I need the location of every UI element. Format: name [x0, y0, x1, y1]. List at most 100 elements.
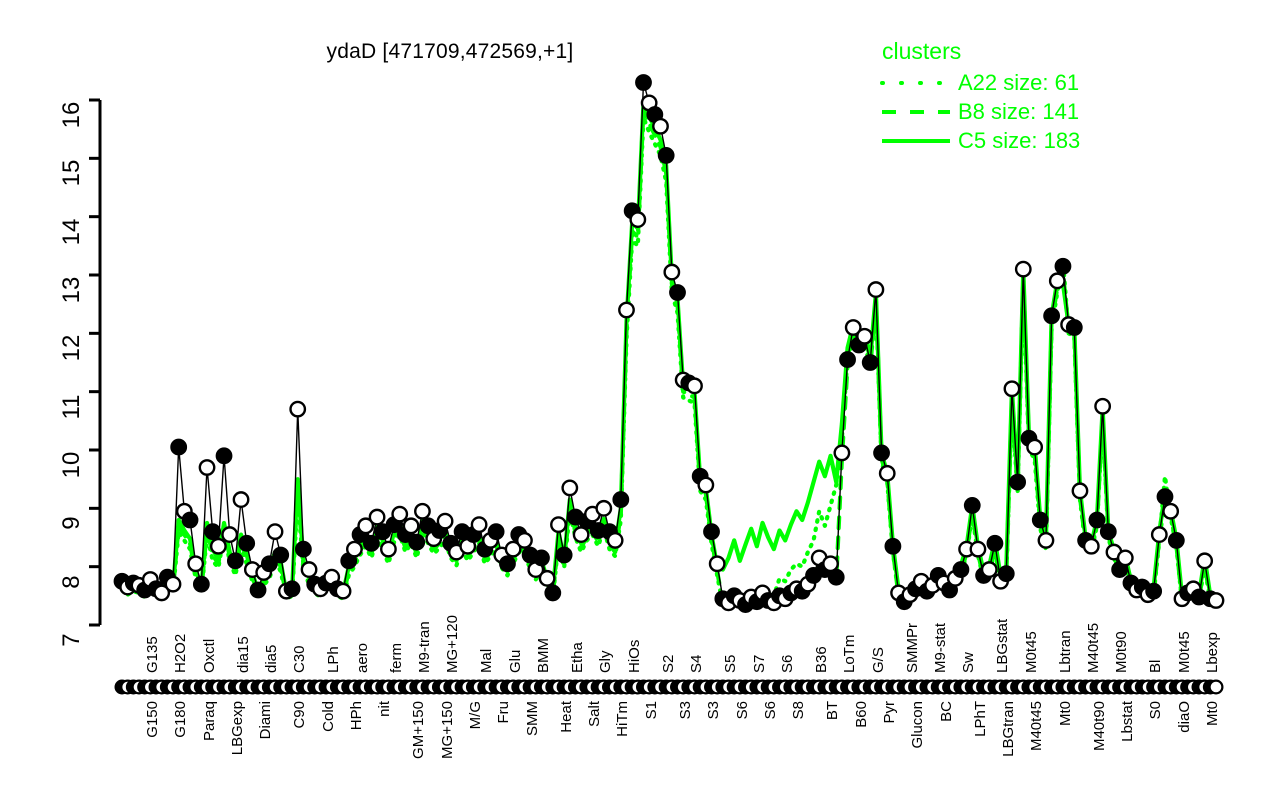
data-point-open: [380, 540, 397, 558]
data-point-open: [1150, 526, 1168, 543]
data-point-filled: [612, 491, 630, 508]
cluster-series-layer: [119, 100, 1219, 611]
data-point-open: [833, 444, 851, 462]
data-point-filled: [1099, 523, 1117, 541]
data-point-open: [1014, 260, 1032, 278]
data-point-open: [187, 555, 205, 573]
data-point-open: [1003, 380, 1021, 398]
data-point-open: [368, 508, 386, 526]
data-point-open: [595, 499, 613, 517]
cluster-line-c5: [119, 100, 1219, 601]
data-point-open: [629, 211, 647, 228]
data-point-filled: [249, 581, 267, 599]
data-point-open: [618, 301, 635, 319]
data-point-filled: [170, 438, 188, 456]
data-point-open: [346, 540, 363, 558]
legend-item-b8[interactable]: B8 size: 141: [880, 97, 1180, 126]
data-point-filled: [294, 540, 312, 558]
data-point-filled: [952, 561, 970, 578]
data-point-open: [391, 505, 409, 523]
data-point-open: [436, 512, 454, 530]
data-point-open: [1026, 438, 1044, 456]
data-point-open: [867, 281, 885, 298]
data-point-open: [538, 569, 556, 587]
y-axis: [89, 98, 102, 627]
solid-line-icon: [880, 130, 958, 152]
data-point-filled: [1043, 307, 1061, 325]
legend-title: clusters: [882, 38, 962, 64]
legend-item-a22[interactable]: A22 size: 61: [880, 68, 1180, 97]
dotted-line-icon: [880, 72, 958, 94]
data-point-filled: [986, 534, 1004, 552]
gene-markers-layer: [113, 74, 1225, 613]
data-point-filled: [1054, 257, 1072, 275]
legend: clusters A22 size: 61 B8 size: 141 C5 si…: [880, 36, 1180, 155]
data-point-open: [153, 584, 171, 602]
data-point-open: [516, 532, 533, 549]
data-point-open: [550, 516, 567, 534]
data-point-filled: [544, 584, 562, 602]
data-point-filled: [861, 354, 879, 371]
x-axis-condition-marker: [1208, 679, 1224, 695]
data-point-filled: [1167, 532, 1185, 549]
data-point-open: [232, 491, 250, 508]
data-point-open: [980, 561, 998, 578]
data-point-open: [708, 555, 726, 573]
data-point-filled: [963, 497, 981, 514]
data-point-open: [844, 319, 862, 336]
data-point-filled: [238, 534, 256, 552]
data-point-filled: [533, 549, 550, 567]
data-point-filled: [1031, 511, 1049, 529]
data-point-open: [357, 517, 375, 535]
data-point-open: [1207, 592, 1225, 609]
data-point-open: [414, 502, 431, 520]
data-point-filled: [272, 546, 290, 564]
data-point-filled: [260, 555, 278, 573]
data-point-filled: [1088, 511, 1106, 529]
data-point-filled: [873, 444, 890, 462]
data-point-open: [1048, 272, 1066, 290]
data-point-filled: [283, 580, 301, 598]
data-point-open: [878, 464, 896, 482]
data-point-open: [561, 479, 579, 497]
data-point-open: [572, 526, 590, 543]
data-point-open: [221, 526, 239, 543]
data-point-filled: [204, 523, 222, 541]
data-point-open: [209, 537, 227, 555]
data-point-filled: [669, 284, 686, 301]
data-point-open: [334, 582, 352, 600]
data-point-open: [198, 459, 216, 476]
data-point-open: [697, 476, 715, 494]
data-point-filled: [657, 147, 675, 164]
data-point-filled: [635, 74, 652, 91]
data-point-filled: [884, 537, 902, 555]
data-point-open: [1196, 552, 1214, 570]
legend-item-c5[interactable]: C5 size: 183: [880, 126, 1180, 155]
data-point-open: [289, 400, 307, 418]
data-point-open: [300, 561, 318, 578]
data-point-filled: [703, 523, 720, 541]
data-point-open: [266, 523, 284, 541]
data-point-filled: [1065, 319, 1083, 336]
data-point-open: [402, 517, 420, 535]
data-point-open: [470, 516, 488, 534]
data-point-filled: [827, 568, 845, 586]
data-point-open: [1037, 532, 1055, 549]
x-axis: [114, 679, 1224, 695]
data-point-open: [969, 540, 987, 558]
data-point-open: [686, 377, 703, 395]
data-point-filled: [839, 351, 856, 368]
dashed-line-icon: [880, 101, 958, 123]
data-point-filled: [555, 546, 573, 564]
page-title: ydaD [471709,472569,+1]: [326, 40, 574, 63]
data-point-filled: [997, 565, 1015, 583]
data-point-open: [856, 327, 873, 345]
legend-label-c5: C5 size: 183: [958, 127, 1081, 153]
data-point-filled: [192, 575, 210, 593]
data-point-filled: [181, 511, 199, 529]
data-point-open: [1071, 482, 1089, 500]
data-point-filled: [226, 552, 244, 570]
data-point-filled: [363, 534, 380, 552]
legend-label-a22: A22 size: 61: [958, 69, 1080, 95]
